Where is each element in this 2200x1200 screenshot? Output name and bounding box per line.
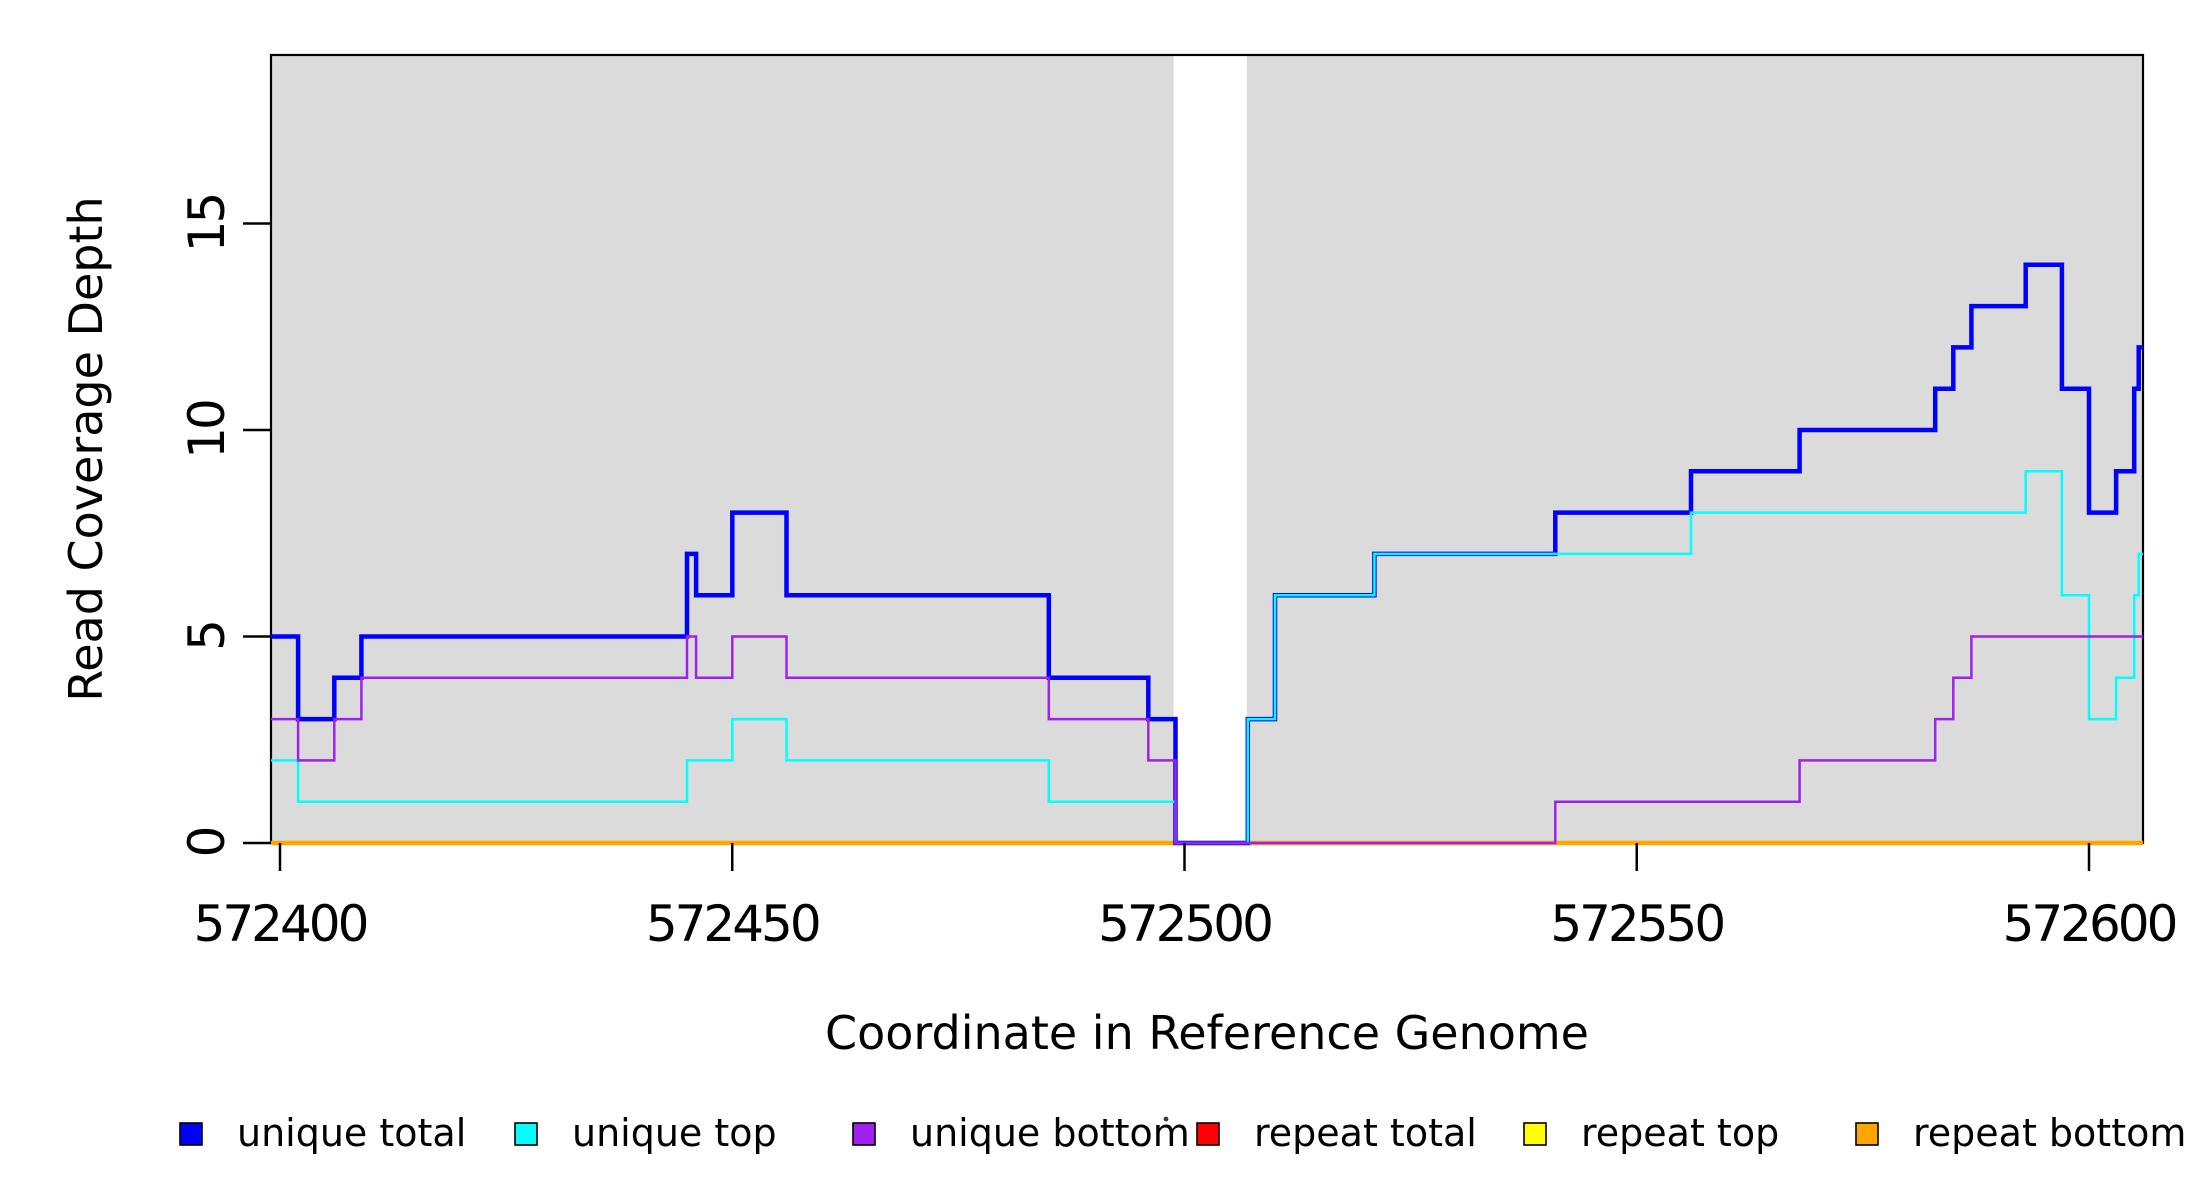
series-line-unique-bottom <box>271 635 2143 845</box>
legend-swatch-repeat-bottom <box>1855 1122 1879 1146</box>
legend-label-repeat-top: repeat top <box>1581 1111 1779 1155</box>
shaded-region-1 <box>271 55 1174 843</box>
speck-artifact <box>1163 1116 1169 1122</box>
legend-label-repeat-bottom: repeat bottom <box>1913 1111 2186 1155</box>
legend-swatch-unique-total <box>179 1122 203 1146</box>
y-axis-title: Read Coverage Depth <box>59 196 113 701</box>
legend-swatch-repeat-total <box>1196 1122 1220 1146</box>
series-group <box>271 262 2143 846</box>
legend-label-repeat-total: repeat total <box>1254 1111 1477 1155</box>
shaded-region-2 <box>1246 55 2143 843</box>
legend-label-unique-total: unique total <box>237 1111 466 1155</box>
legend-swatch-repeat-top <box>1523 1122 1547 1146</box>
x-tick-label: 572450 <box>646 895 819 953</box>
y-tick-label: 0 <box>178 828 236 857</box>
x-tick-label: 572500 <box>1098 895 1271 953</box>
legend-label-unique-top: unique top <box>572 1111 777 1155</box>
series-line-unique-top <box>271 470 2143 845</box>
legend-swatch-unique-bottom <box>852 1122 876 1146</box>
x-tick-label: 572400 <box>194 895 367 953</box>
y-tick-label: 10 <box>178 401 236 459</box>
legend-swatch-unique-top <box>514 1122 538 1146</box>
y-tick-label: 15 <box>178 195 236 253</box>
x-tick-label: 572550 <box>1550 895 1723 953</box>
y-tick-label: 5 <box>178 622 236 651</box>
x-tick-label: 572600 <box>2003 895 2176 953</box>
legend-label-unique-bottom: unique bottom <box>910 1111 1190 1155</box>
x-axis-title: Coordinate in Reference Genome <box>825 1006 1589 1060</box>
